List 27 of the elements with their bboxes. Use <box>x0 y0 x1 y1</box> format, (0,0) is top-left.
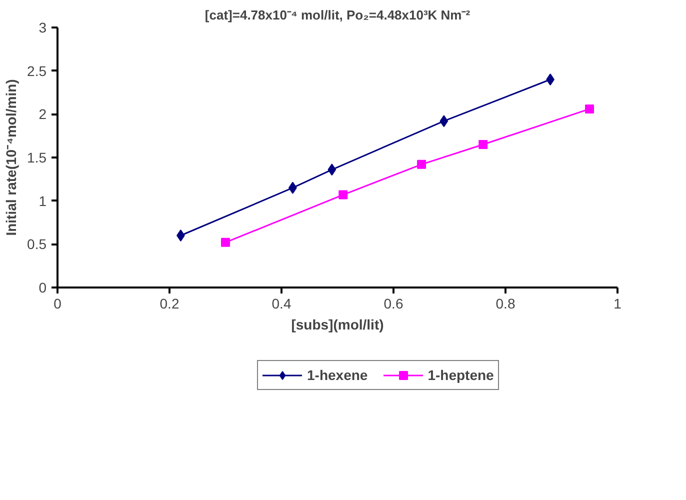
y-tick-label: 2 <box>38 106 47 122</box>
x-axis-title: [subs](mol/lit) <box>291 316 384 332</box>
y-tick-label: 1 <box>38 192 47 209</box>
point <box>440 115 448 128</box>
x-tick-label: 0.6 <box>384 296 404 312</box>
x-tick-label: 0.2 <box>160 296 180 312</box>
y-axis-title: Initial rate(10⁻⁴mol/min) <box>3 79 20 236</box>
chart-title: [cat]=4.78x10⁻⁴ mol/lit, Po₂=4.48x10³K Nm⁻² <box>204 8 471 22</box>
point <box>221 238 230 247</box>
point <box>478 140 488 149</box>
legend-label: 1-hexene <box>307 367 368 383</box>
y-tick-label: 2.5 <box>27 62 47 79</box>
legend-label: 1-heptene <box>428 367 494 383</box>
point <box>328 164 336 176</box>
x-tick-label: 0.8 <box>496 296 516 312</box>
x-tick-label: 1 <box>614 296 622 312</box>
x-tick-label: 0 <box>54 296 62 312</box>
y-tick-label: 1.5 <box>27 150 47 166</box>
point <box>176 230 185 242</box>
point <box>417 160 426 169</box>
y-tick-label: 0.5 <box>27 236 47 252</box>
y-tick-label: 3 <box>38 20 47 36</box>
point <box>338 190 348 200</box>
x-tick-label: 0.4 <box>272 296 292 312</box>
point <box>585 104 594 114</box>
point <box>546 74 554 86</box>
y-tick-label: 0 <box>38 280 47 296</box>
